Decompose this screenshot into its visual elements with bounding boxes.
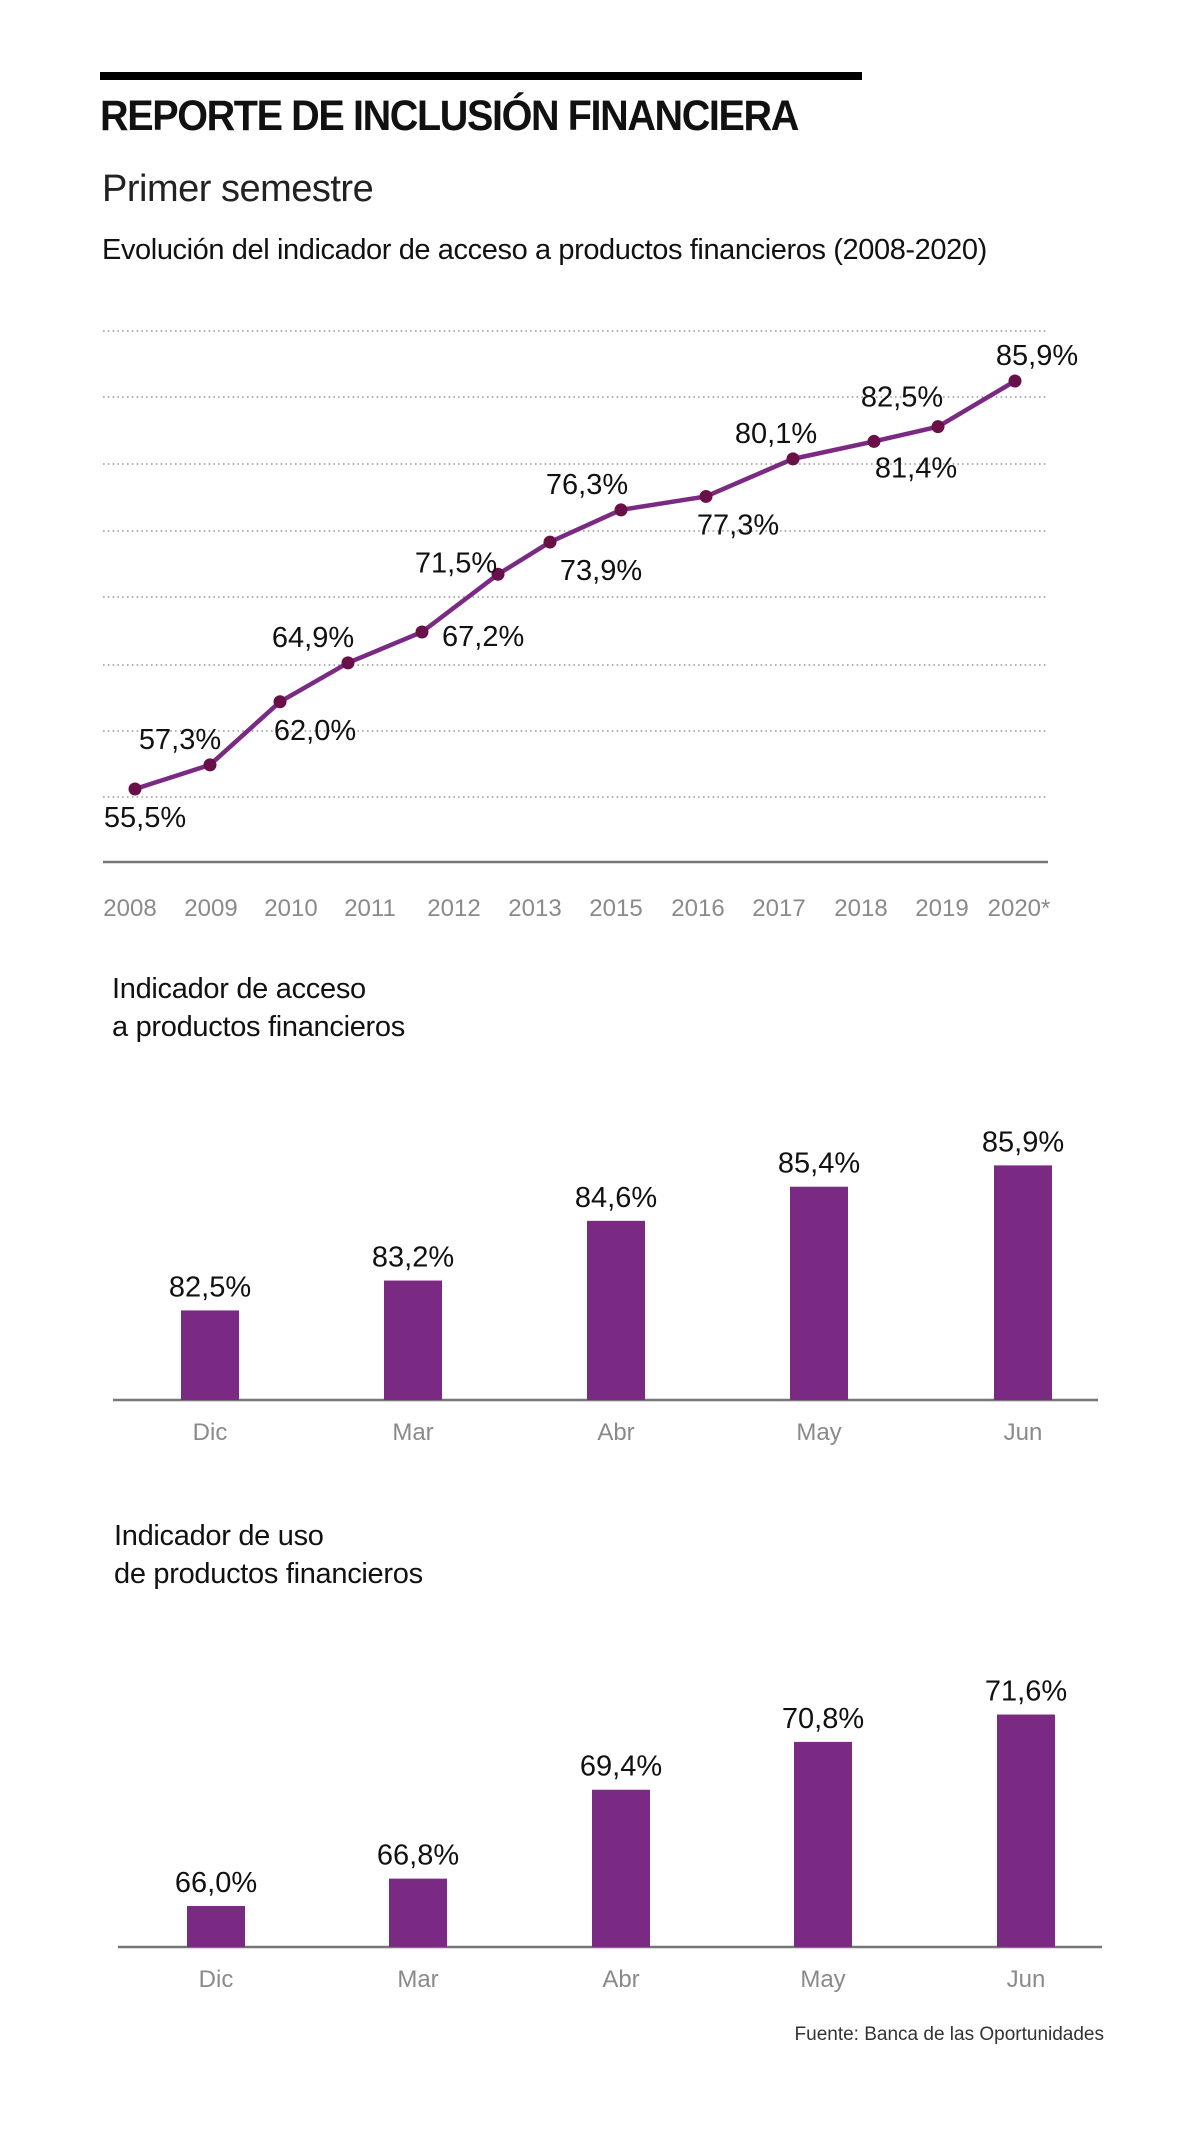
data-label: 77,3% <box>697 509 779 541</box>
data-label: 57,3% <box>139 724 221 756</box>
bar-value-label: 66,8% <box>377 1840 459 1872</box>
bar-chart-1-title-line-2: a productos financieros <box>112 1011 405 1043</box>
bar-value-label: 66,0% <box>175 1867 257 1899</box>
bar <box>592 1789 650 1947</box>
x-tick-label: Jun <box>1004 1419 1043 1446</box>
bar-chart-access: 82,5% Dic 83,2% Mar 84,6% Abr 85,4% May 85,9% Jun <box>113 1126 1098 1446</box>
data-label: 76,3% <box>546 469 628 501</box>
bar <box>790 1186 848 1400</box>
data-point <box>614 503 628 517</box>
bar-value-label: 82,5% <box>169 1271 251 1303</box>
bar-chart-2-title-line-1: Indicador de uso <box>114 1520 324 1552</box>
x-tick-label: Abr <box>597 1419 634 1446</box>
bar-value-label: 69,4% <box>580 1751 662 1783</box>
x-tick-label: 2010 <box>264 895 317 922</box>
x-tick-label: May <box>796 1419 841 1446</box>
line-chart-title: Evolución del indicador de acceso a prod… <box>102 234 987 266</box>
x-tick-label: 2009 <box>184 895 237 922</box>
bar-value-label: 85,4% <box>778 1148 860 1180</box>
bar-value-label: 84,6% <box>575 1182 657 1214</box>
bar-value-label: 71,6% <box>985 1676 1067 1708</box>
data-label: 81,4% <box>875 452 957 484</box>
bar <box>187 1905 245 1947</box>
bar-chart-1-title: Indicador de acceso a productos financie… <box>112 970 405 1046</box>
x-tick-label: Dic <box>199 1966 234 1993</box>
data-label: 82,5% <box>861 382 943 414</box>
bar-chart-2-title: Indicador de uso de productos financiero… <box>114 1517 423 1593</box>
data-label: 80,1% <box>735 418 817 450</box>
x-tick-label: 2020* <box>988 895 1051 922</box>
x-tick-label: 2018 <box>834 895 887 922</box>
x-tick-label: Mar <box>397 1966 438 1993</box>
data-label: 67,2% <box>442 621 524 653</box>
data-point <box>273 695 287 709</box>
bar-chart-1-title-line-1: Indicador de acceso <box>112 973 366 1005</box>
page-title: REPORTE DE INCLUSIÓN FINANCIERA <box>100 92 799 140</box>
x-tick-label: Abr <box>602 1966 639 1993</box>
page-subtitle: Primer semestre <box>102 168 374 210</box>
data-point <box>931 420 945 434</box>
data-label: 55,5% <box>104 802 186 834</box>
data-label: 64,9% <box>272 622 354 654</box>
x-tick-label: Mar <box>392 1419 433 1446</box>
data-point <box>699 489 713 503</box>
data-point <box>491 567 505 581</box>
bar-value-label: 83,2% <box>372 1242 454 1274</box>
x-tick-label: 2011 <box>344 895 396 922</box>
bar <box>794 1741 852 1947</box>
data-label: 85,9% <box>996 340 1078 372</box>
x-tick-label: 2008 <box>103 895 156 922</box>
line-chart: 55,5% 57,3% 62,0% 64,9% 67,2% 71,5% 73,9% 76,3%… <box>103 330 1078 922</box>
bar-chart-usage: 66,0% Dic 66,8% Mar 69,4% Abr 70,8% May 71,6% Jun <box>118 1676 1102 1993</box>
x-tick-label: 2016 <box>671 895 724 922</box>
bar <box>384 1280 442 1400</box>
x-tick-label: 2019 <box>915 895 968 922</box>
data-point <box>786 452 800 466</box>
data-point <box>341 656 355 670</box>
bar <box>587 1220 645 1400</box>
data-point <box>1008 374 1022 388</box>
data-label: 73,9% <box>560 555 642 587</box>
data-point <box>415 625 429 639</box>
data-point <box>543 535 557 549</box>
x-tick-label: 2015 <box>589 895 642 922</box>
bar <box>997 1714 1055 1947</box>
bar <box>389 1878 447 1947</box>
bar-value-label: 70,8% <box>782 1703 864 1735</box>
x-tick-label: Jun <box>1007 1966 1046 1993</box>
data-point <box>867 434 881 448</box>
data-label: 71,5% <box>415 547 497 579</box>
bar <box>181 1310 239 1400</box>
bar-value-label: 85,9% <box>982 1126 1064 1158</box>
x-tick-label: Dic <box>193 1419 228 1446</box>
x-tick-label: 2013 <box>508 895 561 922</box>
bar <box>994 1165 1052 1400</box>
source-note: Fuente: Banca de las Oportunidades <box>794 2024 1104 2045</box>
data-point <box>203 758 217 772</box>
data-label: 62,0% <box>274 715 356 747</box>
x-tick-label: 2017 <box>752 895 805 922</box>
x-tick-label: May <box>800 1966 845 1993</box>
bar-chart-2-title-line-2: de productos financieros <box>114 1558 423 1590</box>
title-rule <box>100 72 862 80</box>
data-point <box>128 782 142 796</box>
x-tick-label: 2012 <box>427 895 480 922</box>
